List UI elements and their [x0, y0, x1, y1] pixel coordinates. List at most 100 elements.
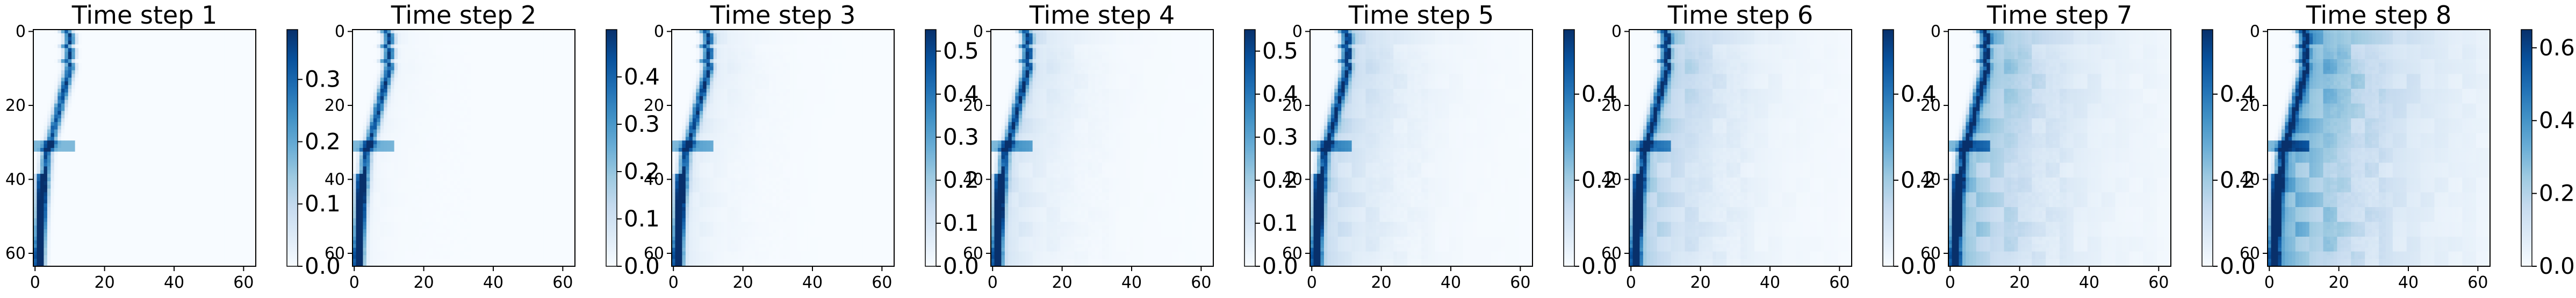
heatmap-cell [190, 188, 194, 193]
heatmap-cell [217, 155, 221, 160]
heatmap-cell [64, 37, 69, 41]
heatmap-cell [176, 196, 180, 200]
heatmap-cell [207, 207, 211, 211]
heatmap-cell [183, 229, 187, 233]
heatmap-cell [158, 237, 162, 241]
heatmap-cell [44, 247, 48, 252]
heatmap-cell [155, 40, 159, 45]
heatmap-cell [242, 166, 246, 171]
heatmap-cell [145, 240, 148, 245]
heatmap-cell [155, 122, 159, 126]
heatmap-cell [422, 70, 426, 75]
heatmap-cell [453, 62, 457, 67]
heatmap-cell [443, 74, 447, 78]
heatmap-cell [554, 59, 558, 63]
heatmap-cell [214, 62, 218, 67]
heatmap-cell [165, 140, 169, 145]
heatmap-cell [92, 237, 96, 241]
heatmap-cell [89, 96, 93, 101]
heatmap-cell [40, 178, 44, 182]
heatmap-cell [252, 52, 256, 56]
heatmap-cell [89, 262, 93, 267]
heatmap-cell [75, 225, 79, 230]
heatmap-cell [415, 40, 419, 45]
heatmap-cell [183, 259, 187, 263]
heatmap-cell [210, 70, 214, 75]
heatmap-cell [425, 33, 429, 38]
heatmap-cell [522, 40, 527, 45]
heatmap-cell [547, 33, 551, 38]
heatmap-cell [231, 262, 235, 267]
heatmap-cell [540, 55, 544, 60]
heatmap-cell [245, 203, 249, 208]
heatmap-cell [217, 52, 221, 56]
heatmap-cell [134, 251, 138, 256]
heatmap-cell [64, 77, 69, 82]
heatmap-cell [134, 52, 138, 56]
heatmap-cell [422, 55, 426, 60]
heatmap-cell [117, 174, 121, 178]
heatmap-cell [228, 207, 232, 211]
heatmap-cell [96, 196, 100, 200]
heatmap-cell [176, 262, 180, 267]
heatmap-cell [408, 74, 412, 78]
heatmap-cell [155, 37, 159, 41]
heatmap-cell [231, 115, 235, 119]
heatmap-cell [158, 196, 162, 200]
heatmap-cell [370, 74, 374, 78]
heatmap-cell [165, 159, 169, 164]
heatmap-cell [169, 37, 173, 41]
heatmap-cell [110, 133, 114, 137]
heatmap-cell [54, 218, 58, 223]
y-tick-label: 40 [5, 170, 26, 189]
heatmap-cell [99, 70, 103, 75]
heatmap-cell [363, 59, 367, 63]
heatmap-cell [529, 52, 534, 56]
heatmap-cell [165, 81, 169, 86]
heatmap-cell [141, 33, 145, 38]
heatmap-cell [245, 137, 249, 141]
heatmap-cell [470, 30, 474, 34]
heatmap-cell [145, 259, 148, 263]
heatmap-cell [373, 52, 377, 56]
heatmap-cell [245, 74, 249, 78]
heatmap-cell [249, 170, 253, 174]
heatmap-cell [99, 77, 103, 82]
heatmap-cell [33, 55, 37, 60]
heatmap-cell [165, 178, 169, 182]
heatmap-cell [51, 262, 55, 267]
heatmap-cell [44, 103, 48, 108]
heatmap-cell [193, 44, 197, 48]
heatmap-cell [155, 55, 159, 60]
heatmap-cell [117, 218, 121, 223]
heatmap-cell [231, 185, 235, 189]
heatmap-cell [373, 62, 377, 67]
heatmap-cell [554, 70, 558, 75]
heatmap-cell [113, 118, 117, 123]
heatmap-cell [176, 159, 180, 164]
heatmap-cell [193, 59, 197, 63]
heatmap-cell [207, 210, 211, 215]
heatmap-cell [106, 259, 110, 263]
heatmap-cell [40, 222, 44, 226]
heatmap-cell [162, 52, 166, 56]
heatmap-cell [44, 210, 48, 215]
heatmap-cell [533, 66, 537, 71]
heatmap-cell [183, 196, 187, 200]
heatmap-cell [155, 178, 159, 182]
heatmap-cell [200, 74, 204, 78]
heatmap-cell [197, 37, 200, 41]
heatmap-cell [162, 170, 166, 174]
heatmap-cell [200, 107, 204, 111]
heatmap-cell [228, 188, 232, 193]
heatmap-cell [103, 96, 107, 101]
heatmap-cell [491, 55, 495, 60]
heatmap-cell [145, 188, 148, 193]
heatmap-cell [78, 255, 83, 259]
heatmap-cell [509, 52, 513, 56]
heatmap-cell [82, 100, 86, 104]
heatmap-cell [391, 77, 395, 82]
heatmap-cell [564, 40, 569, 45]
heatmap-cell [158, 118, 162, 123]
heatmap-cell [169, 103, 173, 108]
